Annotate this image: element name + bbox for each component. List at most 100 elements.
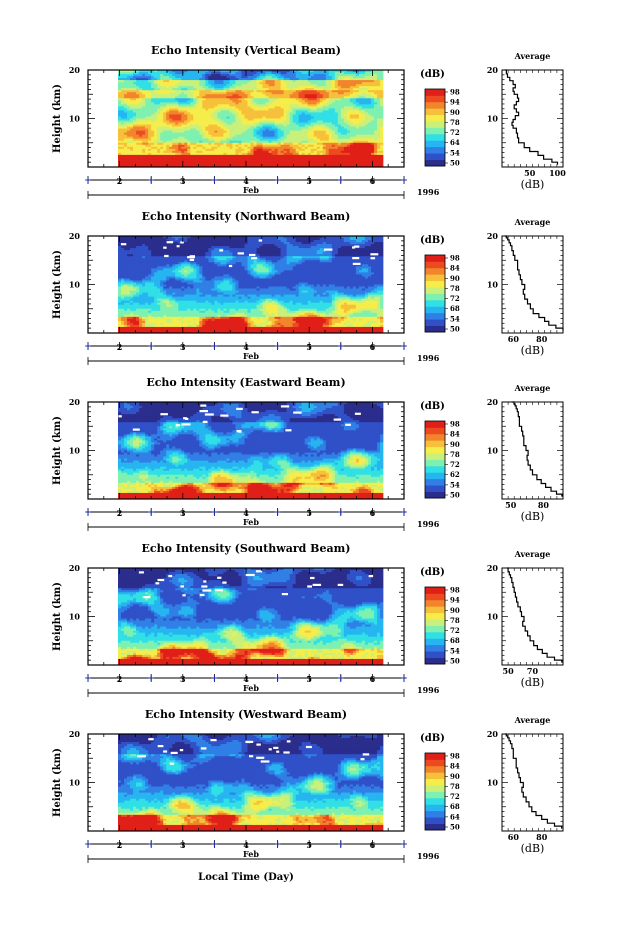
heatmap-cell (338, 159, 341, 161)
heatmap-cell (124, 112, 127, 114)
heatmap-cell (247, 246, 250, 248)
heatmap-cell (118, 157, 121, 159)
heatmap-cell (133, 155, 136, 157)
heatmap-cell (260, 110, 263, 112)
heatmap-cell (311, 242, 314, 244)
heatmap-cell (338, 133, 341, 135)
heatmap-cell (329, 88, 332, 90)
heatmap-cell (184, 102, 187, 104)
heatmap-cell (362, 76, 365, 78)
heatmap-cell (338, 106, 341, 108)
heatmap-cell (172, 141, 175, 143)
heatmap-cell (247, 163, 250, 165)
heatmap-cell (202, 161, 205, 163)
heatmap-cell (368, 133, 371, 135)
heatmap-cell (293, 84, 296, 86)
heatmap-cell (254, 238, 257, 240)
heatmap-cell (223, 110, 226, 112)
heatmap-cell (127, 92, 130, 94)
heatmap-cell (302, 159, 305, 161)
heatmap-cell (380, 153, 383, 155)
heatmap-cell (139, 155, 142, 157)
heatmap-cell (199, 104, 202, 106)
heatmap-cell (293, 127, 296, 129)
heatmap-cell (229, 90, 232, 92)
heatmap-cell (266, 119, 269, 121)
heatmap-cell (365, 147, 368, 149)
heatmap-cell (356, 80, 359, 82)
heatmap-cell (199, 129, 202, 131)
heatmap-cell (266, 151, 269, 153)
heatmap-cell (278, 123, 281, 125)
heatmap-cell (220, 74, 223, 76)
heatmap-cell (290, 135, 293, 137)
heatmap-cell (314, 129, 317, 131)
heatmap-cell (217, 157, 220, 159)
heatmap-cell (241, 96, 244, 98)
heatmap-cell (293, 145, 296, 147)
heatmap-cell (145, 137, 148, 139)
heatmap-cell (208, 135, 211, 137)
heatmap-cell (299, 139, 302, 141)
heatmap-cell (332, 78, 335, 80)
heatmap-cell (241, 114, 244, 116)
heatmap-cell (217, 131, 220, 133)
heatmap-cell (278, 82, 281, 84)
heatmap-cell (124, 84, 127, 86)
heatmap-cell (332, 82, 335, 84)
heatmap-cell (181, 106, 184, 108)
heatmap-cell (193, 145, 196, 147)
heatmap-cell (350, 143, 353, 145)
heatmap-cell (365, 123, 368, 125)
heatmap-cell (208, 129, 211, 131)
heatmap-cell (362, 163, 365, 165)
heatmap-cell (272, 143, 275, 145)
heatmap-cell (214, 244, 217, 246)
heatmap-cell (157, 153, 160, 155)
heatmap-cell (335, 96, 338, 98)
heatmap-cell (130, 96, 133, 98)
heatmap-cell (377, 72, 380, 74)
heatmap-cell (166, 141, 169, 143)
heatmap-cell (257, 147, 260, 149)
heatmap-cell (320, 127, 323, 129)
heatmap-cell (190, 145, 193, 147)
heatmap-cell (290, 153, 293, 155)
heatmap-cell (290, 163, 293, 165)
heatmap-cell (211, 100, 214, 102)
heatmap-cell (175, 94, 178, 96)
heatmap-cell (169, 129, 172, 131)
heatmap-cell (220, 112, 223, 114)
heatmap-cell (187, 143, 190, 145)
heatmap-cell (365, 110, 368, 112)
heatmap-cell (196, 135, 199, 137)
heatmap-cell (166, 131, 169, 133)
heatmap-cell (362, 159, 365, 161)
heatmap-cell (365, 102, 368, 104)
heatmap-cell (223, 125, 226, 127)
heatmap-cell (187, 161, 190, 163)
heatmap-cell (293, 246, 296, 248)
heatmap-cell (275, 246, 278, 248)
heatmap-cell (175, 80, 178, 82)
heatmap-cell (157, 149, 160, 151)
heatmap-cell (308, 155, 311, 157)
heatmap-cell (380, 82, 383, 84)
heatmap-cell (317, 151, 320, 153)
heatmap-cell (226, 119, 229, 121)
heatmap-cell (151, 149, 154, 151)
heatmap-cell (166, 153, 169, 155)
heatmap-cell (169, 88, 172, 90)
heatmap-cell (365, 143, 368, 145)
heatmap-cell (142, 80, 145, 82)
heatmap-cell (148, 106, 151, 108)
heatmap-cell (172, 96, 175, 98)
heatmap-cell (326, 159, 329, 161)
heatmap-cell (275, 159, 278, 161)
heatmap-cell (130, 129, 133, 131)
heatmap-cell (275, 78, 278, 80)
heatmap-cell (290, 94, 293, 96)
heatmap-cell (226, 161, 229, 163)
heatmap-cell (184, 161, 187, 163)
heatmap-cell (269, 112, 272, 114)
